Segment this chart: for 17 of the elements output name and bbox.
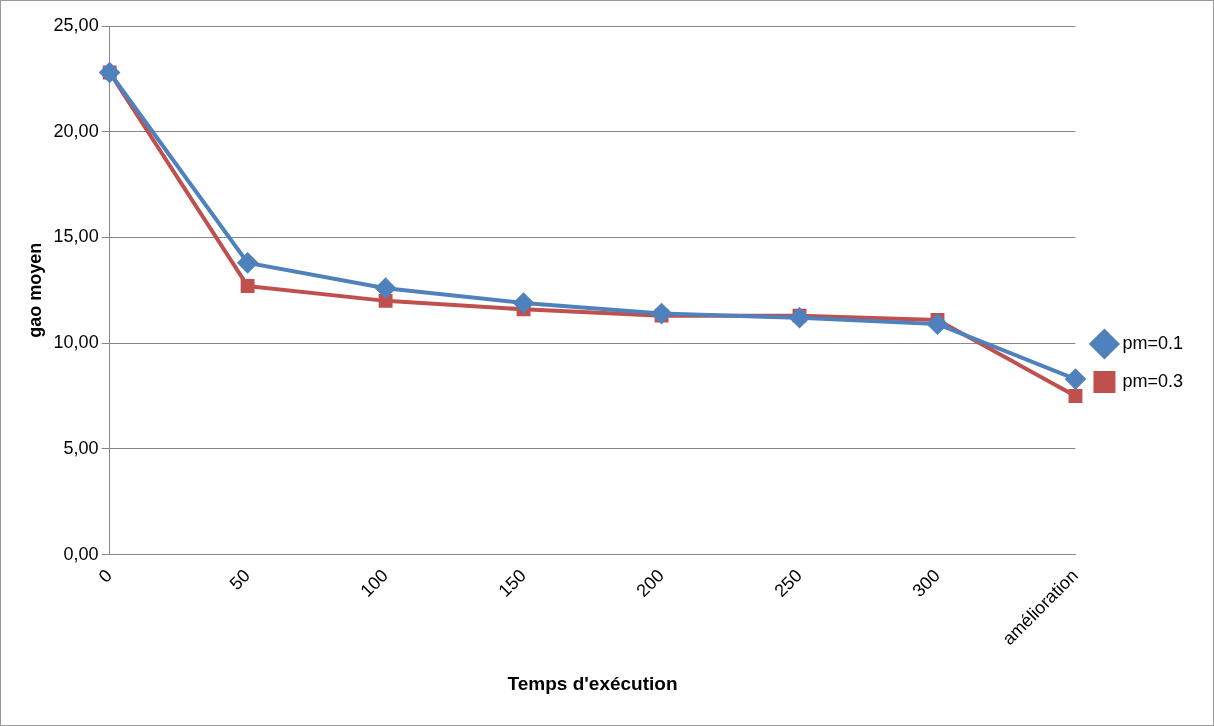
y-tick-label: 20,00 [53,120,99,141]
y-tick-label: 15,00 [53,226,99,247]
legend-label: pm=0.1 [1122,332,1184,353]
y-tick-label: 5,00 [63,437,99,458]
y-tick-label: 10,00 [53,332,99,353]
y-tick-label: 25,00 [53,14,99,35]
x-axis-title: Temps d'exécution [507,672,678,694]
legend-label: pm=0.3 [1122,370,1184,391]
y-axis-title: gao moyen [24,242,45,338]
x-tick-label: 50 [225,565,254,594]
x-tick-label: 250 [770,565,806,601]
x-tick-label: 300 [908,565,944,601]
x-tick-label: 150 [494,565,530,601]
x-tick-label: 100 [356,565,392,601]
y-tick-label: 0,00 [63,543,99,564]
x-tick-label: 200 [632,565,668,601]
x-tick-label: 0 [94,565,116,587]
